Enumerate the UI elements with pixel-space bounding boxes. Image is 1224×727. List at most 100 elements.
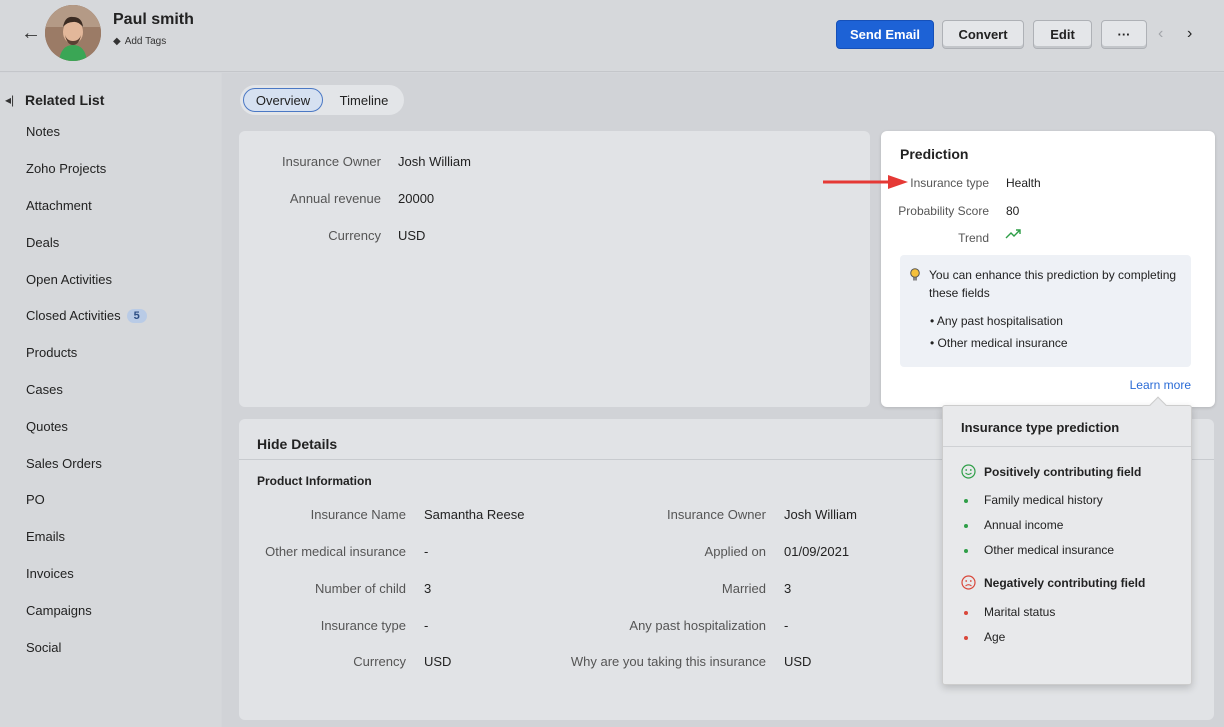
field-value[interactable]: - [424,544,429,559]
sidebar-item-deals[interactable]: Deals [26,235,59,250]
sad-face-icon [961,575,976,590]
view-tabs: Overview Timeline [240,85,404,115]
sidebar-item-po[interactable]: PO [26,492,45,507]
edit-button[interactable]: Edit [1033,20,1092,49]
back-arrow-icon[interactable]: ← [21,22,41,44]
tag-icon: ◆ [113,36,121,47]
sidebar-item-label: Attachment [26,198,92,213]
negative-heading: Negatively contributing field [984,576,1146,590]
positive-field-item: Family medical history [984,493,1103,507]
insurance-type-prediction-popover: Insurance type prediction Positively con… [942,396,1192,685]
field-label: Insurance Name [310,507,406,522]
bullet [964,636,968,640]
overview-card: Insurance Owner Josh William Annual reve… [239,131,870,407]
sidebar-item-social[interactable]: Social [26,640,61,655]
field-label: Other medical insurance [265,544,406,559]
sidebar-item-label: Emails [26,529,66,544]
chevron-left-icon[interactable]: ‹ [1158,25,1164,42]
field-value[interactable]: USD [398,228,426,243]
avatar[interactable] [45,5,101,61]
sidebar-item-sales-orders[interactable]: Sales Orders [26,456,102,471]
bullet [964,499,968,503]
popover-title: Insurance type prediction [961,420,1120,435]
chevron-right-icon[interactable]: › [1187,25,1193,42]
sidebar-item-label: Social [26,640,62,655]
sidebar-item-closed-activities[interactable]: Closed Activities 5 [26,308,147,323]
learn-more-link[interactable]: Learn more [1129,378,1191,392]
sidebar-item-notes[interactable]: Notes [26,124,60,139]
hint-item[interactable]: • Other medical insurance [930,336,1068,350]
add-tags-link[interactable]: ◆ Add Tags [113,36,166,47]
smiley-icon [961,464,976,479]
trend-label: Trend [958,231,989,245]
field-label: Annual revenue [289,191,381,206]
lightbulb-icon [910,268,920,281]
hide-details-toggle[interactable]: Hide Details [257,436,338,452]
sidebar-item-cases[interactable]: Cases [26,382,63,397]
sidebar-item-emails[interactable]: Emails [26,529,65,544]
sidebar-item-invoices[interactable]: Invoices [26,566,74,581]
sidebar-item-label: Quotes [26,419,68,434]
sidebar-item-zoho-projects[interactable]: Zoho Projects [26,161,106,176]
hint-item[interactable]: • Any past hospitalisation [930,314,1063,328]
positive-field-item: Annual income [984,518,1064,532]
more-actions-button[interactable]: ··· [1101,20,1147,49]
hint-text: You can enhance this prediction by compl… [929,268,1177,300]
field-label: Currency [328,228,381,243]
tab-timeline[interactable]: Timeline [339,92,389,108]
field-label: Married [721,581,766,596]
contact-name: Paul smith [113,11,194,28]
field-value[interactable]: 3 [784,581,792,596]
field-label: Number of child [314,581,406,596]
positive-heading: Positively contributing field [984,465,1142,479]
probability-score-value: 80 [1006,204,1020,218]
prediction-card: Prediction Insurance type Health Probabi… [881,131,1215,407]
field-value[interactable]: USD [424,654,452,669]
field-value[interactable]: - [784,618,789,633]
collapse-sidebar-icon[interactable]: ◂| [5,93,15,107]
convert-button[interactable]: Convert [942,20,1024,49]
related-list-sidebar: ◂| Related List Notes Zoho Projects Atta… [0,73,221,727]
sidebar-item-label: Deals [26,235,60,250]
field-value[interactable]: USD [784,654,812,669]
field-value[interactable]: Josh William [784,507,857,522]
bullet [964,611,968,615]
sidebar-item-label: Open Activities [26,272,112,287]
sidebar-item-label: Sales Orders [26,456,102,471]
sidebar-item-quotes[interactable]: Quotes [26,419,68,434]
field-value[interactable]: Josh William [398,154,471,169]
field-value[interactable]: Samantha Reese [424,507,525,522]
send-email-button[interactable]: Send Email [836,20,934,49]
trend-up-icon [1005,229,1021,239]
tab-overview[interactable]: Overview [243,88,323,112]
insurance-type-label: Insurance type [910,176,989,190]
field-label: Insurance type [320,618,406,633]
field-label: Any past hospitalization [629,618,766,633]
sidebar-item-attachment[interactable]: Attachment [26,198,92,213]
sidebar-item-products[interactable]: Products [26,345,77,360]
record-header: ← Paul smith ◆ Add Tags Send Email Conve… [0,0,1224,72]
negative-field-item: Age [984,630,1006,644]
add-tags-label: Add Tags [124,36,167,47]
sidebar-item-label: Notes [26,124,60,139]
field-label: Insurance Owner [282,154,381,169]
field-value[interactable]: - [424,618,429,633]
sidebar-item-label: Cases [26,382,63,397]
field-label: Applied on [704,544,766,559]
field-label: Why are you taking this insurance [570,654,766,669]
field-label: Insurance Owner [667,507,766,522]
field-value[interactable]: 01/09/2021 [784,544,850,559]
field-label: Currency [353,654,406,669]
sidebar-item-label: Closed Activities [26,308,121,323]
annotation-arrow-icon [823,175,908,189]
field-value[interactable]: 20000 [398,191,435,206]
count-badge: 5 [126,308,147,323]
sidebar-title: Related List [25,92,105,108]
insurance-type-value: Health [1006,176,1041,190]
divider [943,446,1191,447]
probability-score-label: Probability Score [898,204,989,218]
sidebar-item-campaigns[interactable]: Campaigns [26,603,92,618]
field-value[interactable]: 3 [424,581,432,596]
sidebar-item-open-activities[interactable]: Open Activities [26,272,112,287]
prediction-hint: You can enhance this prediction by compl… [900,255,1191,367]
